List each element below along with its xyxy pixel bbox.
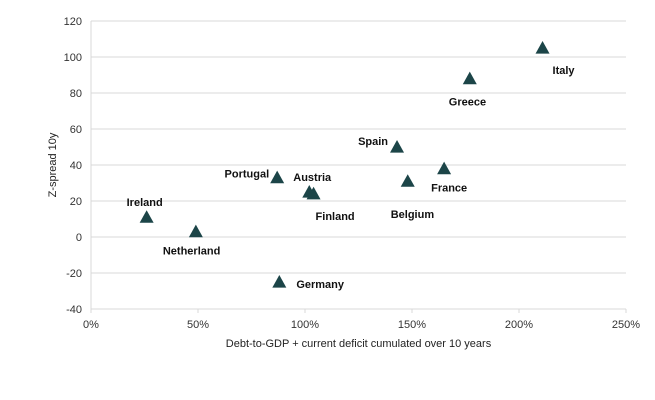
axes: -40 -20 0 20 40 60 80 100 120 0% 50% 100% 150% 200% 25… [64, 16, 641, 331]
y-tick-label: 100 [64, 52, 82, 64]
data-point-marker [437, 161, 452, 175]
x-tick-label: 0% [83, 319, 99, 331]
data-point-marker [400, 174, 415, 187]
data-point-label: France [431, 183, 467, 195]
y-tick-label: 80 [70, 88, 82, 100]
y-axis-title: Z-spread 10y [47, 132, 59, 197]
data-point-label: Ireland [127, 197, 163, 209]
data-point-marker [270, 170, 285, 184]
data-point-label: Netherland [163, 246, 220, 258]
x-tick-label: 250% [612, 319, 640, 331]
y-tick-label: 120 [64, 16, 82, 28]
y-tick-label: 60 [70, 124, 82, 136]
x-axis-title: Debt-to-GDP + current deficit cumulated … [226, 338, 492, 350]
data-point-marker [462, 71, 477, 85]
gridlines [91, 20, 626, 310]
x-tick-label: 150% [398, 319, 426, 331]
data-point-label: Greece [449, 97, 486, 109]
y-tick-label: -20 [66, 268, 82, 280]
data-point-label: Belgium [391, 209, 435, 221]
data-point-marker [272, 275, 287, 288]
x-tick-label: 50% [187, 319, 209, 331]
data-point-marker [535, 41, 550, 54]
point-labels: Ireland Netherland Portugal Germany Austria F… [127, 65, 576, 291]
data-point-label: Spain [358, 136, 388, 148]
data-point-label: Austria [293, 172, 332, 184]
x-tick-label: 100% [291, 319, 319, 331]
data-point-label: Germany [296, 279, 345, 291]
data-point-marker [139, 210, 154, 223]
data-point-marker [188, 224, 203, 238]
data-point-label: Portugal [225, 169, 270, 181]
data-point-label: Italy [553, 65, 576, 77]
y-tick-label: 20 [70, 196, 82, 208]
data-points [139, 41, 550, 288]
data-point-marker [306, 186, 321, 200]
data-point-marker [390, 140, 405, 153]
x-tick-label: 200% [505, 319, 533, 331]
y-tick-label: 0 [76, 232, 82, 244]
y-tick-label: -40 [66, 304, 82, 316]
data-point-label: Finland [316, 211, 355, 223]
y-tick-label: 40 [70, 160, 82, 172]
